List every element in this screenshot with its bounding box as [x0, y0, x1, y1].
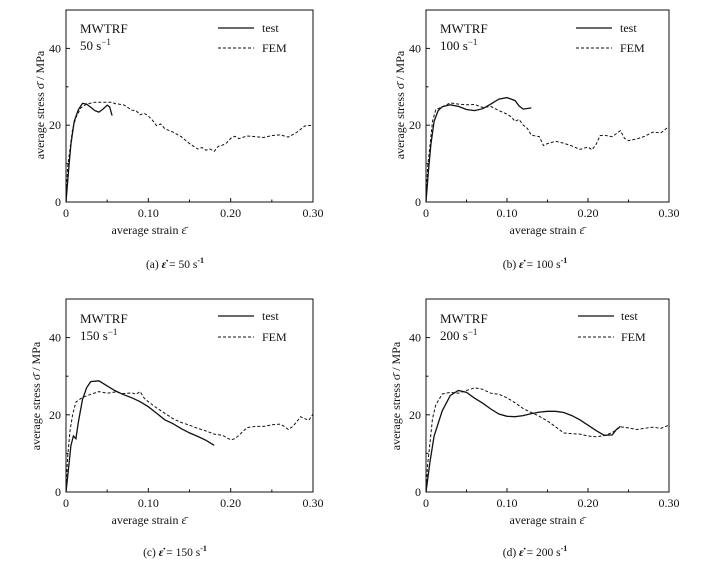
panel-a: 0 0.10 0.20 0.30 0 20 40 MWTRF 50 s−1 test FEM… [33, 9, 324, 271]
test-series-line [65, 102, 113, 203]
plot-area: 0 0.10 0.20 0.30 0 20 40 [409, 9, 680, 220]
panel-d: 0 0.10 0.20 0.30 0 20 40 MWTRF 200 s−1 test FE… [389, 298, 680, 559]
plot-area: 0 0.10 0.20 0.30 0 20 40 [49, 9, 324, 220]
fem-series-line [425, 387, 670, 493]
y-axis-label: average stress σ̄ / MPa [389, 341, 403, 450]
y-tick-label: 40 [49, 331, 61, 345]
fem-series-line [65, 390, 314, 493]
y-tick-label: 20 [49, 118, 61, 132]
legend-fem-label: FEM [262, 330, 287, 344]
x-tick-label: 0.10 [497, 206, 518, 220]
x-tick-label: 0.20 [578, 206, 599, 220]
plot-area: 0 0.10 0.20 0.30 0 20 40 [49, 298, 324, 510]
panel-caption: (a) ε̇ = 50 s-1 [146, 256, 204, 271]
y-tick-label: 20 [409, 118, 421, 132]
rate-label: 50 s−1 [80, 37, 111, 53]
test-series-line [425, 96, 532, 203]
panel-title: MWTRF [80, 21, 128, 36]
y-tick-label: 0 [55, 195, 61, 209]
rate-label: 200 s−1 [440, 327, 477, 343]
y-tick-label: 20 [49, 408, 61, 422]
panel-c: 0 0.10 0.20 0.30 0 20 40 MWTRF 150 s−1 test FE… [29, 298, 324, 559]
y-tick-label: 0 [55, 485, 61, 499]
legend-fem-label: FEM [621, 330, 646, 344]
x-axis-label: average strain ε̄ [112, 223, 189, 237]
x-tick-label: 0.30 [659, 496, 680, 510]
x-tick-label: 0.10 [138, 206, 159, 220]
legend-fem-label: FEM [262, 41, 287, 55]
x-tick-label: 0.30 [659, 206, 680, 220]
panel-title: MWTRF [80, 311, 128, 326]
panel-caption: (c) ε̇ = 150 s-1 [143, 544, 207, 559]
legend-test-label: test [621, 309, 638, 323]
panel-title: MWTRF [440, 311, 488, 326]
y-tick-label: 40 [409, 331, 421, 345]
legend-fem-label: FEM [620, 41, 645, 55]
panel-b: 0 0.10 0.20 0.30 0 20 40 MWTRF 100 s−1 test FE… [393, 9, 680, 271]
fem-series-line [65, 101, 314, 203]
y-tick-label: 0 [415, 195, 421, 209]
x-tick-label: 0 [63, 496, 69, 510]
x-tick-label: 0.30 [303, 206, 324, 220]
x-axis-label: average strain ε̄ [510, 513, 587, 527]
y-axis-label: average stress σ̄ / MPa [33, 50, 47, 159]
x-tick-label: 0 [63, 206, 69, 220]
rate-label: 150 s−1 [80, 327, 117, 343]
panel-caption: (b) ε̇ = 100 s-1 [503, 256, 568, 271]
y-tick-label: 40 [49, 41, 61, 55]
x-tick-label: 0 [423, 206, 429, 220]
plot-area: 0 0.10 0.20 0.30 0 20 40 [409, 298, 680, 510]
legend-test-label: test [262, 21, 279, 35]
test-series-line [425, 389, 621, 493]
x-tick-label: 0.30 [303, 496, 324, 510]
y-tick-label: 0 [415, 485, 421, 499]
legend-test-label: test [262, 309, 279, 323]
test-series-line [65, 380, 215, 493]
x-tick-label: 0.10 [138, 496, 159, 510]
y-axis-label: average stress σ̄ / MPa [29, 341, 43, 450]
y-axis-label: average stress σ̄ / MPa [393, 50, 407, 159]
x-tick-label: 0 [423, 496, 429, 510]
x-axis-label: average strain ε̄ [112, 513, 189, 527]
panel-title: MWTRF [440, 21, 488, 36]
y-tick-label: 20 [409, 408, 421, 422]
rate-label: 100 s−1 [440, 37, 477, 53]
x-tick-label: 0.10 [497, 496, 518, 510]
legend-test-label: test [620, 21, 637, 35]
y-tick-label: 40 [409, 41, 421, 55]
x-tick-label: 0.20 [220, 496, 241, 510]
x-axis-label: average strain ε̄ [510, 223, 587, 237]
x-tick-label: 0.20 [578, 496, 599, 510]
fem-series-line [425, 102, 670, 203]
panel-caption: (d) ε̇ = 200 s-1 [503, 544, 568, 559]
x-tick-label: 0.20 [220, 206, 241, 220]
